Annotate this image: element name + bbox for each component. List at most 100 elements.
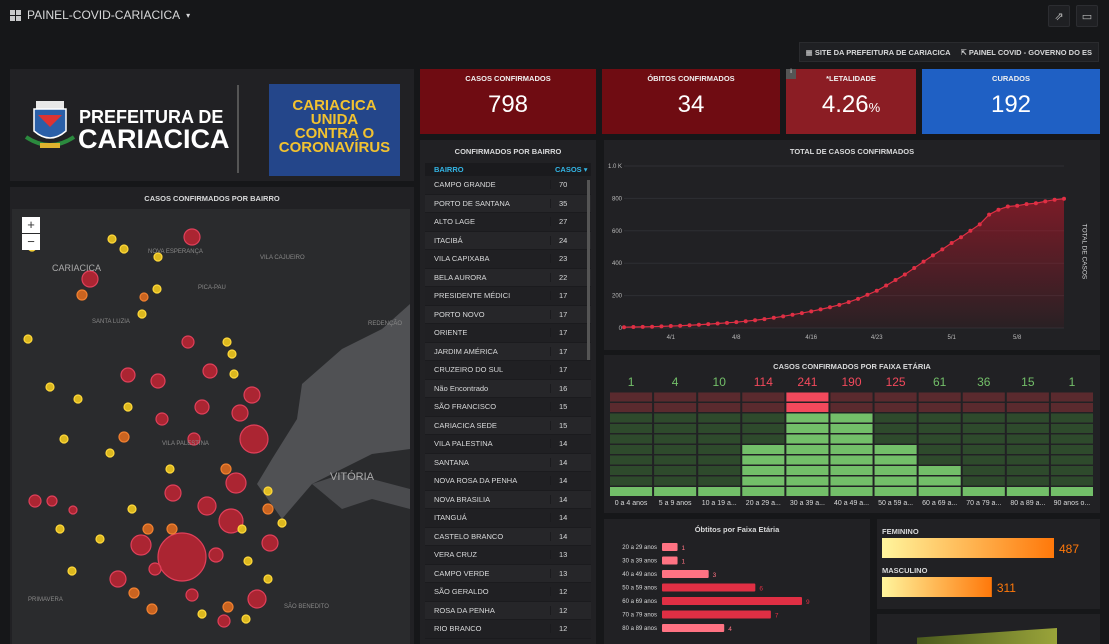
case-marker[interactable] — [262, 503, 274, 515]
line-point[interactable] — [837, 302, 842, 307]
case-marker[interactable] — [68, 505, 78, 515]
zoom-in-button[interactable]: + — [22, 217, 40, 233]
case-marker[interactable] — [261, 534, 279, 552]
line-point[interactable] — [753, 318, 758, 323]
case-marker[interactable] — [243, 386, 261, 404]
line-point[interactable] — [930, 253, 935, 258]
zoom-out-button[interactable]: − — [22, 234, 40, 250]
case-marker[interactable] — [153, 252, 163, 262]
line-point[interactable] — [949, 240, 954, 245]
case-marker[interactable] — [157, 532, 207, 582]
line-point[interactable] — [743, 319, 748, 324]
deaths-bar[interactable] — [662, 610, 771, 619]
line-point[interactable] — [678, 323, 683, 328]
line-point[interactable] — [1024, 202, 1029, 207]
link-painel-label[interactable]: PAINEL COVID - GOVERNO DO ES — [968, 47, 1092, 57]
deaths-bar[interactable] — [662, 543, 678, 551]
case-marker[interactable] — [263, 574, 273, 584]
case-marker[interactable] — [95, 534, 105, 544]
line-point[interactable] — [865, 292, 870, 297]
line-point[interactable] — [912, 266, 917, 271]
case-marker[interactable] — [197, 609, 207, 619]
line-point[interactable] — [790, 312, 795, 317]
line-point[interactable] — [734, 320, 739, 325]
case-marker[interactable] — [202, 363, 218, 379]
case-marker[interactable] — [152, 284, 162, 294]
line-point[interactable] — [771, 315, 776, 320]
map-canvas[interactable] — [12, 209, 410, 644]
table-row[interactable]: BELA AURORA 22 — [425, 268, 591, 287]
line-point[interactable] — [921, 259, 926, 264]
table-row[interactable]: VERA CRUZ 13 — [425, 546, 591, 565]
tv-mode-button[interactable]: ▭ — [1076, 5, 1098, 27]
case-marker[interactable] — [229, 369, 239, 379]
col-casos-header[interactable]: CASOS ▾ — [555, 165, 588, 174]
line-point[interactable] — [1043, 199, 1048, 204]
table-row[interactable]: ROSA DA PENHA 12 — [425, 601, 591, 620]
line-point[interactable] — [809, 309, 814, 314]
case-marker[interactable] — [148, 562, 162, 576]
case-marker[interactable] — [181, 335, 195, 349]
caret-down-icon[interactable]: ▾ — [186, 10, 191, 20]
case-marker[interactable] — [81, 270, 99, 288]
line-point[interactable] — [987, 212, 992, 217]
link-site-prefeitura[interactable]: ▦ SITE DA PREFEITURA DE CARIACICA — [805, 47, 951, 57]
table-row[interactable]: CAMPO VERDE 13 — [425, 564, 591, 583]
line-point[interactable] — [724, 320, 729, 325]
table-row[interactable]: ORIENTE 17 — [425, 324, 591, 343]
line-point[interactable] — [1052, 197, 1057, 202]
deaths-bar[interactable] — [662, 597, 802, 605]
case-marker[interactable] — [127, 504, 137, 514]
line-point[interactable] — [996, 207, 1001, 212]
line-point[interactable] — [659, 324, 664, 329]
line-point[interactable] — [818, 307, 823, 312]
case-marker[interactable] — [164, 484, 182, 502]
deaths-bar[interactable] — [662, 570, 709, 578]
case-marker[interactable] — [139, 292, 149, 302]
case-marker[interactable] — [67, 566, 77, 576]
line-point[interactable] — [856, 296, 861, 301]
case-marker[interactable] — [227, 349, 237, 359]
case-marker[interactable] — [137, 309, 147, 319]
link-painel-governo[interactable]: ⇱ PAINEL COVID - GOVERNO DO ES — [960, 47, 1092, 57]
case-marker[interactable] — [241, 614, 251, 624]
table-row[interactable]: Não Encontrado 16 — [425, 379, 591, 398]
deaths-bar[interactable] — [662, 583, 756, 592]
line-point[interactable] — [902, 272, 907, 277]
line-point[interactable] — [884, 283, 889, 288]
line-point[interactable] — [977, 222, 982, 227]
line-point[interactable] — [706, 322, 711, 327]
line-point[interactable] — [1015, 203, 1020, 208]
gender-bar[interactable] — [882, 577, 992, 597]
case-marker[interactable] — [217, 614, 231, 628]
line-point[interactable] — [959, 235, 964, 240]
case-marker[interactable] — [166, 523, 178, 535]
table-row[interactable]: ITANGUÁ 14 — [425, 509, 591, 528]
case-marker[interactable] — [73, 394, 83, 404]
case-marker[interactable] — [45, 382, 55, 392]
case-marker[interactable] — [243, 556, 253, 566]
table-row[interactable]: SÃO GERALDO 12 — [425, 583, 591, 602]
table-row[interactable]: ALTO LAGE 27 — [425, 213, 591, 232]
case-marker[interactable] — [107, 234, 117, 244]
line-point[interactable] — [799, 311, 804, 316]
table-row[interactable]: PORTO NOVO 17 — [425, 305, 591, 324]
line-point[interactable] — [846, 300, 851, 305]
table-row[interactable]: VILA PALESTINA 14 — [425, 435, 591, 454]
line-point[interactable] — [668, 324, 673, 329]
line-point[interactable] — [631, 325, 636, 330]
line-point[interactable] — [640, 324, 645, 329]
case-marker[interactable] — [225, 472, 247, 494]
case-marker[interactable] — [155, 412, 169, 426]
case-marker[interactable] — [239, 424, 269, 454]
case-marker[interactable] — [218, 508, 244, 534]
table-row[interactable]: CRUZEIRO DO SUL 17 — [425, 361, 591, 380]
line-point[interactable] — [874, 288, 879, 293]
line-point[interactable] — [1005, 204, 1010, 209]
line-point[interactable] — [940, 247, 945, 252]
line-point[interactable] — [650, 324, 655, 329]
case-marker[interactable] — [119, 244, 129, 254]
case-marker[interactable] — [183, 228, 201, 246]
case-marker[interactable] — [220, 463, 232, 475]
col-bairro-header[interactable]: BAIRRO — [434, 165, 464, 174]
